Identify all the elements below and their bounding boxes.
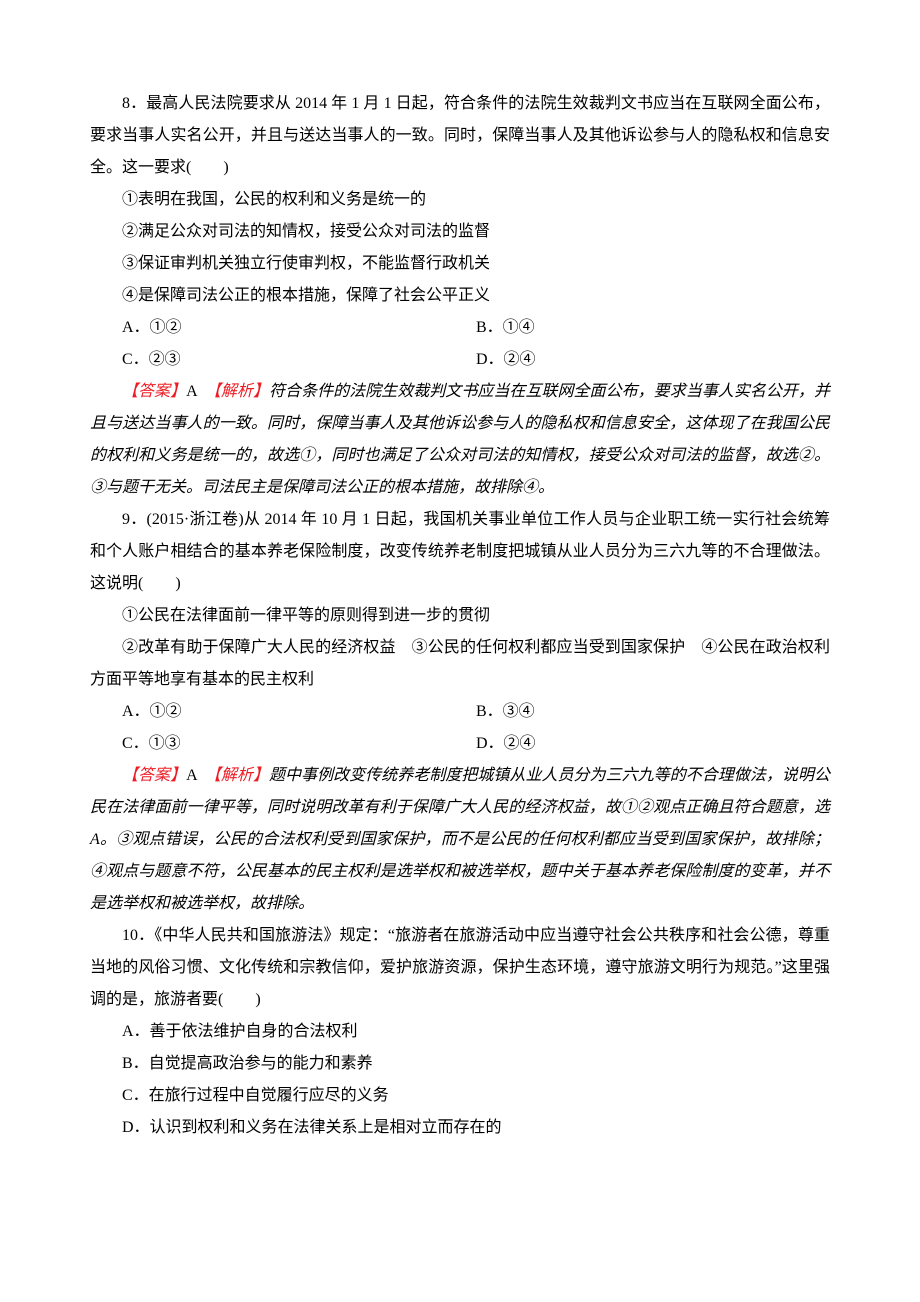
q10-option-c: C．在旅行过程中自觉履行应尽的义务 [90, 1080, 830, 1112]
q9-analysis-text: 题中事例改变传统养老制度把城镇从业人员分为三六九等的不合理做法，说明公民在法律面… [90, 767, 830, 912]
q10-stem: 10．《中华人民共和国旅游法》规定：“旅游者在旅游活动中应当遵守社会公共秩序和社… [90, 920, 830, 1016]
q8-statement-2: ②满足公众对司法的知情权，接受公众对司法的监督 [90, 216, 830, 248]
q8-statement-4: ④是保障司法公正的根本措施，保障了社会公平正义 [90, 280, 830, 312]
q8-option-d: D．②④ [476, 344, 830, 376]
q8-option-a: A．①② [122, 312, 476, 344]
q9-option-c: C．①③ [122, 728, 476, 760]
q9-statements-234: ②改革有助于保障广大人民的经济权益 ③公民的任何权利都应当受到国家保护 ④公民在… [90, 632, 830, 696]
q10-option-a: A．善于依法维护自身的合法权利 [90, 1016, 830, 1048]
q8-stem: 8．最高人民法院要求从 2014 年 1 月 1 日起，符合条件的法院生效裁判文… [90, 88, 830, 184]
q9-stem: 9．(2015·浙江卷)从 2014 年 10 月 1 日起，我国机关事业单位工… [90, 504, 830, 600]
q8-answer-analysis: 【答案】A 【解析】符合条件的法院生效裁判文书应当在互联网全面公布，要求当事人实… [90, 376, 830, 504]
analysis-label: 【解析】 [213, 767, 269, 784]
q10-option-d: D．认识到权利和义务在法律关系上是相对立而存在的 [90, 1112, 830, 1144]
q9-option-d: D．②④ [476, 728, 830, 760]
q9-options-row-2: C．①③ D．②④ [122, 728, 830, 760]
analysis-label: 【解析】 [213, 383, 269, 400]
q8-answer-letter: A [186, 383, 213, 400]
answer-label: 【答案】 [122, 383, 186, 400]
q9-answer-letter: A [186, 767, 213, 784]
q8-statement-3: ③保证审判机关独立行使审判权，不能监督行政机关 [90, 248, 830, 280]
answer-label: 【答案】 [122, 767, 186, 784]
q8-option-b: B．①④ [476, 312, 830, 344]
q10-option-b: B．自觉提高政治参与的能力和素养 [90, 1048, 830, 1080]
q8-options-row-1: A．①② B．①④ [122, 312, 830, 344]
q9-option-a: A．①② [122, 696, 476, 728]
q8-statement-1: ①表明在我国，公民的权利和义务是统一的 [90, 184, 830, 216]
q9-statement-1: ①公民在法律面前一律平等的原则得到进一步的贯彻 [90, 600, 830, 632]
q8-options-row-2: C．②③ D．②④ [122, 344, 830, 376]
q9-option-b: B．③④ [476, 696, 830, 728]
q9-options-row-1: A．①② B．③④ [122, 696, 830, 728]
q9-answer-analysis: 【答案】A 【解析】题中事例改变传统养老制度把城镇从业人员分为三六九等的不合理做… [90, 760, 830, 920]
q8-option-c: C．②③ [122, 344, 476, 376]
